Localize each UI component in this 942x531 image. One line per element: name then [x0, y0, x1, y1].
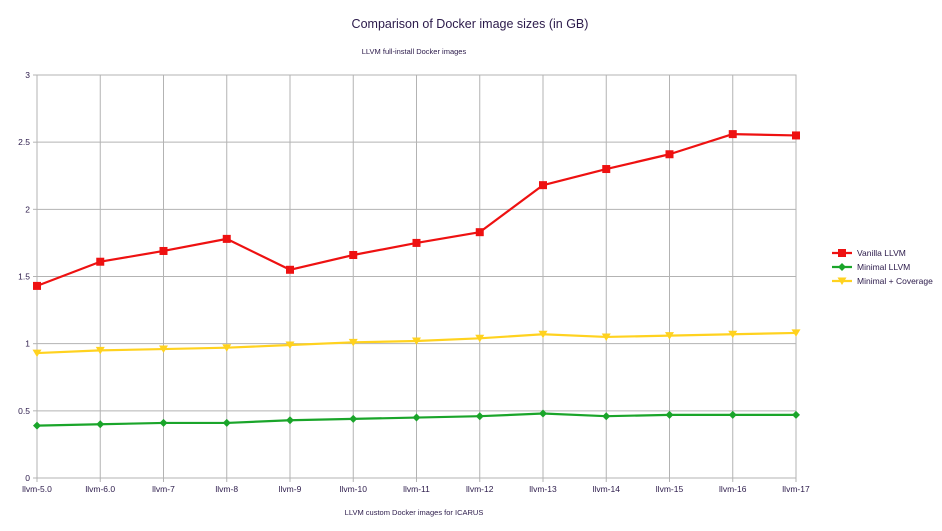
data-point: [286, 265, 294, 274]
data-point: [286, 416, 294, 425]
data-point: [602, 412, 611, 421]
data-point: [33, 281, 41, 290]
data-point: [728, 410, 737, 419]
legend-swatch-marker: [838, 263, 846, 271]
data-point: [222, 234, 231, 243]
x-tick-label: llvm-7: [152, 484, 175, 494]
series-minimal-llvm: [33, 409, 800, 430]
data-point: [665, 150, 674, 159]
data-point: [349, 251, 358, 260]
data-point: [475, 334, 485, 343]
legend-label: Minimal LLVM: [857, 262, 910, 272]
y-tick-label: 1.5: [18, 272, 30, 282]
data-point: [728, 130, 737, 139]
y-tick-label: 3: [25, 70, 30, 80]
legend-item: Minimal LLVM: [832, 262, 910, 272]
x-tick-label: llvm-12: [466, 484, 494, 494]
x-tick-label: llvm-14: [593, 484, 621, 494]
legend-item: Minimal + Coverage: [832, 276, 933, 286]
data-point: [159, 418, 168, 427]
x-tick-label: llvm-10: [340, 484, 368, 494]
data-point: [159, 345, 168, 354]
y-axis-ticks: 0 0.5 1 1.5 2 2.5 3: [18, 70, 30, 483]
chart-subtitle: LLVM full-install Docker images: [362, 47, 467, 56]
data-point: [665, 410, 674, 419]
data-point: [475, 412, 484, 421]
data-point: [538, 330, 548, 339]
x-tick-label: llvm-17: [782, 484, 810, 494]
data-point: [33, 421, 41, 430]
series-minimal-coverage: [32, 329, 801, 358]
legend-label: Minimal + Coverage: [857, 276, 933, 286]
data-point: [285, 341, 295, 350]
legend-swatch-marker: [837, 277, 847, 285]
y-tick-label: 2: [25, 204, 30, 214]
data-point: [792, 410, 800, 419]
x-tick-label: llvm-5.0: [22, 484, 52, 494]
data-point: [222, 344, 232, 352]
data-point: [601, 333, 611, 341]
legend-swatch-marker: [838, 249, 846, 257]
legend: Vanilla LLVM Minimal LLVM Minimal + Covera…: [832, 248, 933, 286]
plot-frame: [36, 74, 797, 479]
data-point: [222, 418, 231, 427]
data-point: [348, 338, 358, 347]
data-point: [791, 329, 801, 337]
x-axis-label: LLVM custom Docker images for ICARUS: [345, 508, 484, 517]
legend-item: Vanilla LLVM: [832, 248, 906, 258]
x-tick-label: llvm-9: [279, 484, 302, 494]
plot-area: [36, 74, 797, 479]
data-point: [665, 332, 674, 340]
data-point: [728, 330, 738, 339]
data-point: [539, 409, 547, 418]
y-tick-label: 2.5: [18, 137, 30, 147]
data-point: [792, 131, 800, 140]
data-point: [539, 181, 547, 190]
data-point: [602, 165, 611, 174]
y-tick-label: 1: [25, 339, 30, 349]
data-point: [412, 238, 421, 247]
y-tick-label: 0.5: [18, 406, 30, 416]
y-tick-label: 0: [25, 473, 30, 483]
legend-label: Vanilla LLVM: [857, 248, 906, 258]
data-point: [349, 414, 358, 423]
x-axis-ticks: llvm-5.0 llvm-6.0 llvm-7 llvm-8 llvm-9 llvm-1…: [22, 484, 810, 494]
chart-title: Comparison of Docker image sizes (in GB): [352, 17, 589, 31]
data-point: [95, 346, 105, 355]
data-point: [159, 246, 168, 255]
x-tick-label: llvm-6.0: [85, 484, 115, 494]
data-point: [412, 413, 421, 422]
x-tick-label: llvm-13: [529, 484, 557, 494]
series-layer: [32, 130, 801, 430]
data-point: [475, 228, 484, 237]
series-vanilla-llvm: [33, 130, 800, 290]
data-point: [412, 337, 421, 345]
data-point: [32, 349, 42, 358]
x-tick-label: llvm-15: [656, 484, 684, 494]
x-tick-label: llvm-11: [403, 484, 430, 494]
grid: [33, 74, 797, 482]
x-tick-label: llvm-8: [215, 484, 238, 494]
data-point: [96, 420, 105, 429]
data-point: [96, 257, 105, 266]
x-tick-label: llvm-16: [719, 484, 747, 494]
